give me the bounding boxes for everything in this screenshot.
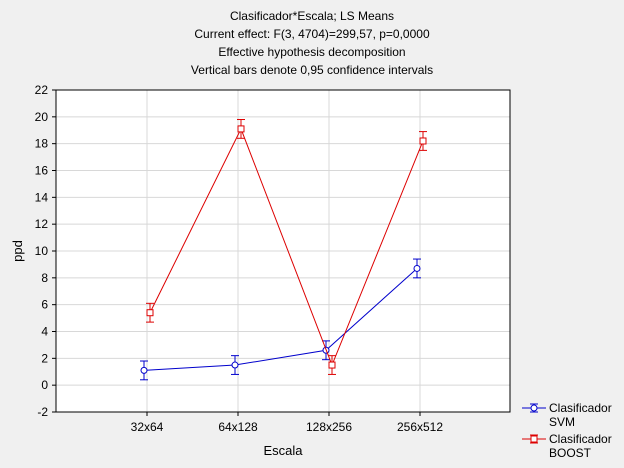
legend-marker-svm bbox=[530, 404, 538, 412]
legend-marker-boost bbox=[530, 435, 538, 443]
y-tick-label: 2 bbox=[41, 351, 48, 365]
legend-label: Clasificador bbox=[549, 432, 612, 446]
y-tick-label: 20 bbox=[35, 110, 49, 124]
x-axis-label: Escala bbox=[263, 443, 303, 458]
data-point-boost bbox=[328, 361, 336, 369]
y-tick-label: 0 bbox=[41, 378, 48, 392]
legend-label: BOOST bbox=[549, 446, 592, 460]
y-tick-label: 4 bbox=[41, 325, 48, 339]
chart-subtitle-ci-note: Vertical bars denote 0,95 confidence int… bbox=[190, 63, 434, 77]
x-tick-label: 256x512 bbox=[397, 420, 443, 434]
y-tick-label: 14 bbox=[35, 190, 49, 204]
x-tick-label: 64x128 bbox=[218, 420, 258, 434]
y-tick-label: 16 bbox=[35, 164, 49, 178]
data-point-svm bbox=[140, 366, 148, 374]
series-line-svm bbox=[143, 268, 418, 371]
y-tick-label: 8 bbox=[41, 271, 48, 285]
legend-label: Clasificador bbox=[549, 401, 612, 415]
data-point-boost bbox=[237, 125, 245, 133]
series-line-boost bbox=[149, 127, 424, 367]
y-tick-label: 6 bbox=[41, 298, 48, 312]
legend-label: SVM bbox=[549, 415, 575, 429]
data-point-svm bbox=[413, 264, 421, 272]
y-tick-label: 18 bbox=[35, 137, 49, 151]
y-tick-label: 10 bbox=[35, 244, 49, 258]
y-tick-label: -2 bbox=[37, 405, 48, 419]
x-tick-label: 128x256 bbox=[306, 420, 352, 434]
chart-subtitle-effect: Current effect: F(3, 4704)=299,57, p=0,0… bbox=[194, 27, 430, 41]
y-tick-label: 22 bbox=[35, 83, 49, 97]
data-point-boost bbox=[419, 137, 427, 145]
chart-title: Clasificador*Escala; LS Means bbox=[229, 9, 395, 23]
chart-subtitle-decomposition: Effective hypothesis decomposition bbox=[218, 45, 406, 59]
y-tick-label: 12 bbox=[35, 217, 49, 231]
y-axis-label: ppd bbox=[10, 240, 25, 262]
plot-frame bbox=[55, 89, 511, 413]
data-point-boost bbox=[146, 309, 154, 317]
x-tick-label: 32x64 bbox=[131, 420, 164, 434]
data-point-svm bbox=[231, 361, 239, 369]
